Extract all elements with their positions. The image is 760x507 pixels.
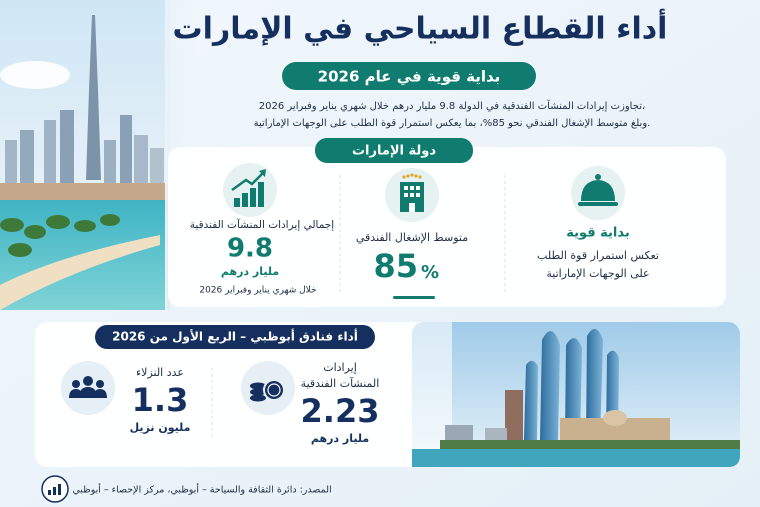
revenue-value: 9.8 (227, 234, 273, 264)
ad-revenue-label: إيرادات (323, 361, 357, 374)
guests-value: 1.3 (132, 381, 189, 419)
subtitle-pill (282, 62, 536, 90)
occupancy-label: متوسط الإشغال الفندقي (356, 231, 468, 244)
ad-revenue-label: المنشآت الفندقية (301, 376, 380, 390)
uae-pill (315, 138, 473, 163)
strong-start-title: بداية قوية (566, 226, 630, 241)
strong-start-line: على الوجهات الإماراتية (546, 267, 649, 280)
abu-dhabi-title: أداء فنادق أبوظبي – الربع الأول من 2026 (112, 329, 358, 345)
title: أداء القطاع السياحي في الإمارات (173, 9, 668, 47)
hotel-icon (385, 168, 439, 222)
revenue-period: خلال شهري يناير وفبراير 2026 (199, 286, 316, 296)
source-icon (41, 475, 69, 503)
abu-dhabi-image (412, 322, 740, 467)
intro-line: وبلغ متوسط الإشغال الفندقي نحو 85%، بما … (254, 118, 651, 129)
source: المصدر: دائرة الثقافة والسياحة – أبوظبي،… (72, 483, 331, 496)
intro-line: تجاوزت إيرادات المنشآت الفندقية في الدول… (259, 99, 645, 112)
abu-dhabi-pill (95, 325, 375, 349)
ad-revenue-unit: مليار درهم (311, 432, 369, 445)
revenue-unit: مليار درهم (221, 265, 279, 278)
people-icon (61, 361, 115, 415)
guests-unit: مليون نزيل (130, 421, 191, 434)
underline (393, 296, 435, 299)
bell-icon (571, 166, 625, 220)
occupancy-value: 85 (373, 247, 418, 285)
subtitle: بداية قوية في عام 2026 (318, 68, 501, 86)
guests-label: عدد النزلاء (136, 366, 184, 379)
revenue-icon (223, 163, 277, 217)
coins-icon (241, 361, 295, 415)
strong-start-line: تعكس استمرار قوة الطلب (537, 249, 659, 262)
dubai-image (0, 0, 195, 310)
ad-revenue-value: 2.23 (301, 392, 380, 430)
uae-title: دولة الإمارات (352, 144, 436, 159)
occupancy-unit: % (421, 262, 439, 283)
revenue-label: إجمالي إيرادات المنشآت الفندقية (190, 218, 334, 231)
